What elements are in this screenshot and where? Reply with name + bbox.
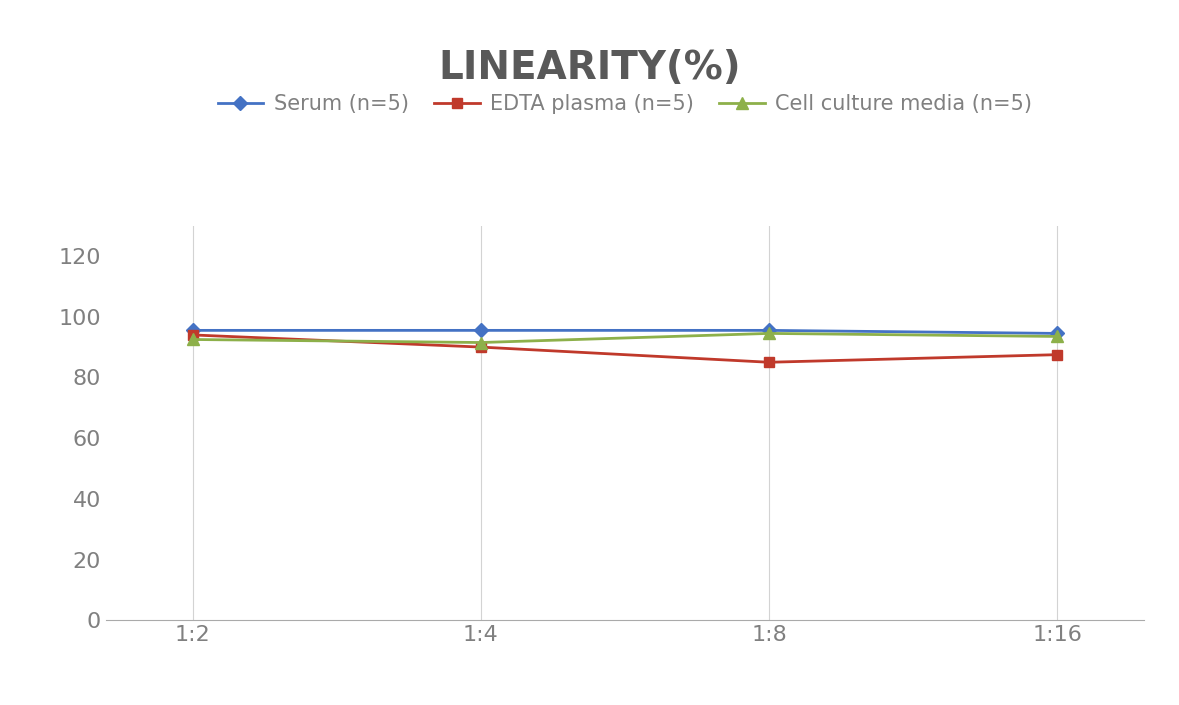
EDTA plasma (n=5): [1050, 350, 1065, 359]
Serum (n=5): [474, 326, 488, 335]
Serum (n=5): [762, 326, 776, 335]
Cell culture media (n=5): [762, 329, 776, 338]
Serum (n=5): [185, 326, 199, 335]
EDTA plasma (n=5): [474, 343, 488, 351]
Cell culture media (n=5): [185, 336, 199, 344]
Serum (n=5): [1050, 329, 1065, 338]
Line: EDTA plasma (n=5): EDTA plasma (n=5): [187, 330, 1062, 367]
EDTA plasma (n=5): [185, 331, 199, 339]
Cell culture media (n=5): [474, 338, 488, 347]
Cell culture media (n=5): [1050, 332, 1065, 341]
Legend: Serum (n=5), EDTA plasma (n=5), Cell culture media (n=5): Serum (n=5), EDTA plasma (n=5), Cell cul…: [209, 86, 1041, 123]
Text: LINEARITY(%): LINEARITY(%): [439, 49, 740, 87]
Line: Serum (n=5): Serum (n=5): [187, 326, 1062, 338]
Line: Cell culture media (n=5): Cell culture media (n=5): [187, 328, 1062, 348]
EDTA plasma (n=5): [762, 358, 776, 367]
